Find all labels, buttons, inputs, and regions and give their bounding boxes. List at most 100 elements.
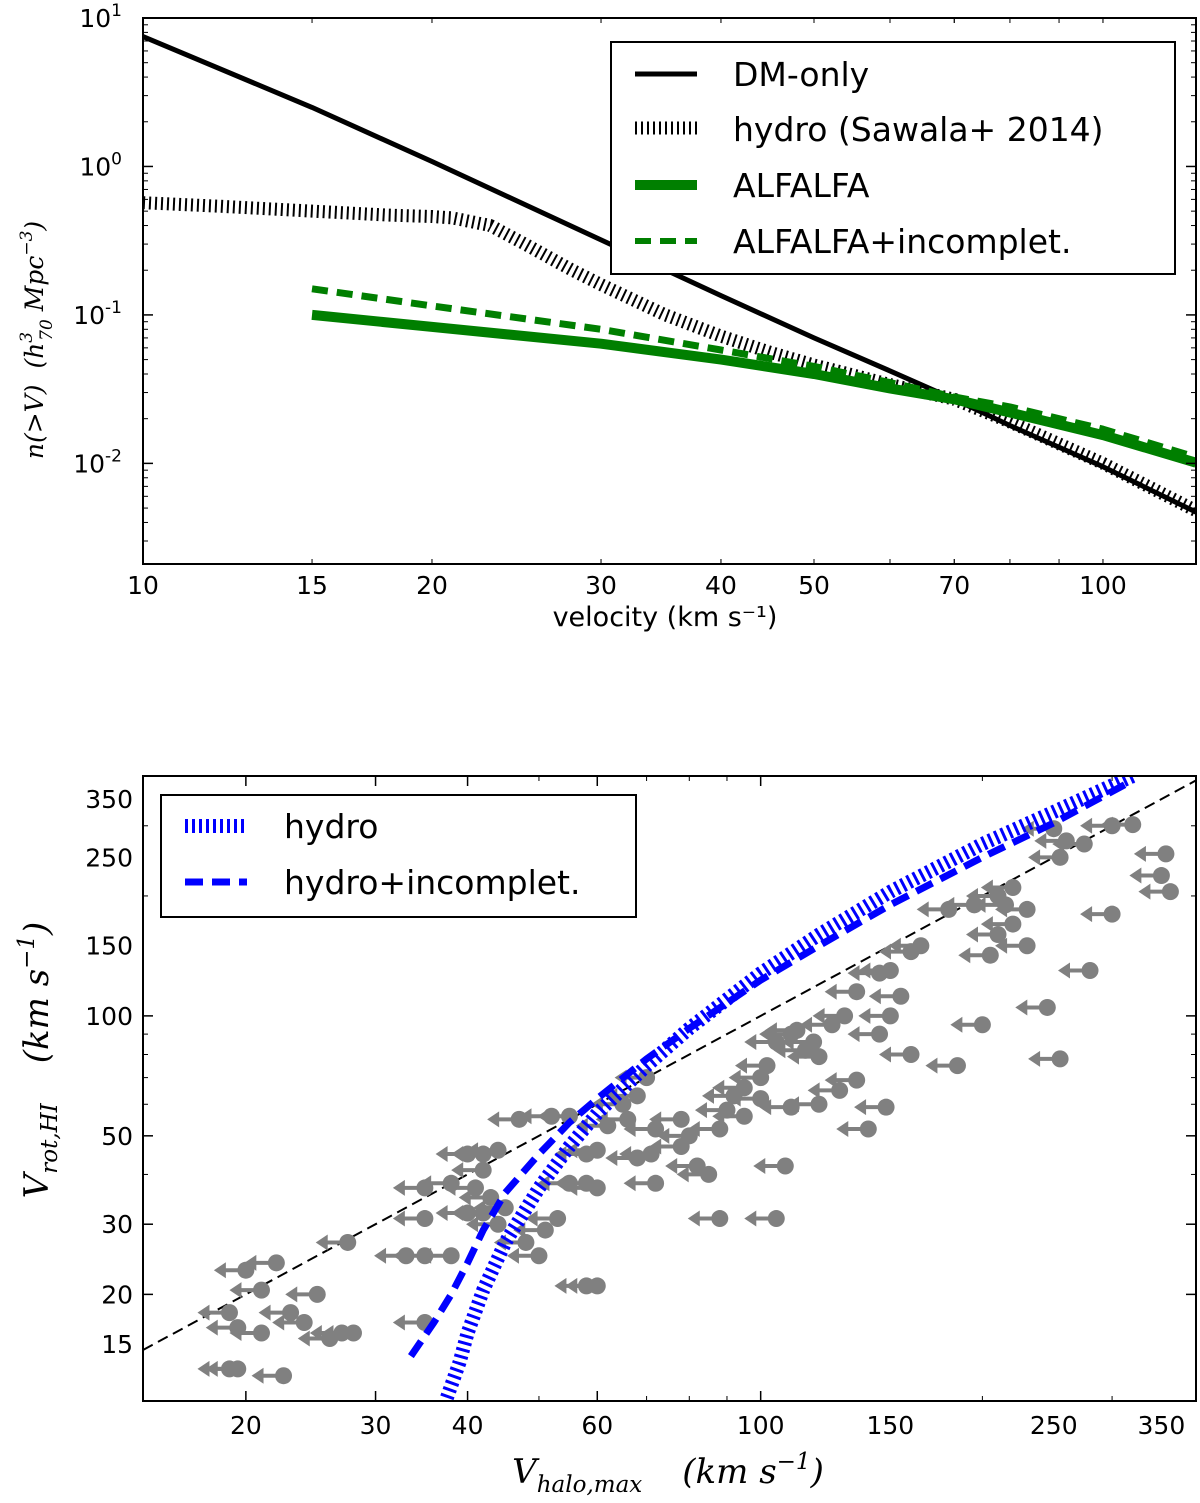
upper-limit-arrow-head <box>554 1175 567 1192</box>
upper-limit-arrow-head <box>435 1146 448 1163</box>
galaxy-point <box>759 1098 800 1116</box>
upper-limit-arrow-head <box>836 1121 849 1138</box>
galaxy-marker <box>1161 883 1179 901</box>
galaxy-point <box>205 1319 247 1337</box>
galaxy-point <box>466 1141 507 1159</box>
upper-limit-arrow-head <box>285 1286 298 1303</box>
galaxy-marker <box>588 1277 606 1295</box>
upper-limit-arrow-head <box>1058 962 1071 979</box>
galaxy-point <box>229 1281 270 1299</box>
galaxy-point <box>487 1110 528 1128</box>
top-x-tick-label-3: 30 <box>585 571 617 600</box>
upper-limit-arrow-head <box>958 947 971 964</box>
galaxy-marker <box>647 1120 665 1138</box>
galaxy-point <box>1058 961 1099 979</box>
galaxy-marker <box>892 987 910 1005</box>
bottom-series-group <box>408 776 1136 1401</box>
upper-limit-arrow-head <box>649 1138 662 1155</box>
galaxy-marker <box>877 1098 895 1116</box>
upper-limit-arrow-head <box>229 1282 242 1299</box>
top-x-tick-label-2: 20 <box>416 571 448 600</box>
galaxy-marker <box>275 1367 293 1385</box>
galaxy-marker <box>482 1189 500 1207</box>
galaxy-point <box>251 1367 293 1385</box>
upper-limit-arrow-head <box>847 965 860 982</box>
galaxy-point <box>687 1120 729 1138</box>
galaxy-marker <box>973 1016 991 1034</box>
galaxy-marker <box>848 1071 866 1089</box>
upper-limit-arrow-head <box>812 1007 825 1024</box>
galaxy-point <box>272 1313 313 1331</box>
galaxy-point <box>879 1045 920 1063</box>
upper-limit-arrow-head <box>665 1157 678 1174</box>
upper-limit-arrow-head <box>537 1175 550 1192</box>
upper-limit-arrow-head <box>712 1079 725 1096</box>
galaxy-marker <box>1075 835 1093 853</box>
top-chart: 10 15 20 30 40 50 70 100 101 100 10-1 10-2 velocit… <box>17 1 1197 633</box>
galaxy-marker <box>1157 845 1175 863</box>
upper-limit-arrow-head <box>392 1314 405 1331</box>
galaxy-marker <box>229 1319 247 1337</box>
galaxy-marker <box>252 1324 270 1342</box>
galaxy-point <box>980 878 1022 896</box>
upper-limit-arrow-head <box>605 1149 618 1166</box>
galaxy-marker <box>672 1110 690 1128</box>
galaxy-marker <box>588 1179 606 1197</box>
bottom-x-axis-label: Vhalo,max (km s−1) <box>512 1449 824 1498</box>
galaxy-point <box>800 1016 841 1034</box>
galaxy-marker <box>1051 848 1069 866</box>
upper-limit-arrow-head <box>847 1026 860 1043</box>
upper-limit-arrow-head <box>807 1082 820 1099</box>
top-series-group <box>143 34 1196 517</box>
upper-limit-arrow-head <box>888 937 901 954</box>
galaxy-marker <box>628 1087 646 1105</box>
galaxy-marker <box>416 1210 434 1228</box>
upper-limit-arrow-head <box>197 1304 210 1321</box>
galaxy-marker <box>782 1098 800 1116</box>
galaxy-point <box>392 1210 434 1228</box>
galaxy-point <box>847 1025 889 1043</box>
upper-limit-arrow-head <box>824 1072 837 1089</box>
upper-limit-arrow-head <box>728 1090 741 1107</box>
upper-limit-arrow-head <box>925 1057 938 1074</box>
upper-limit-arrow-head <box>800 1016 813 1033</box>
bottom-y-tick-label-4: 100 <box>85 1002 133 1031</box>
galaxy-point <box>1028 1050 1069 1068</box>
galaxy-marker <box>517 1233 535 1251</box>
galaxy-point <box>858 1007 899 1025</box>
galaxy-point <box>812 1007 854 1025</box>
galaxy-marker <box>1018 900 1036 918</box>
galaxy-point <box>995 937 1036 955</box>
top-y-tick-label-3: 10-2 <box>73 446 122 478</box>
galaxy-point <box>197 1304 238 1322</box>
galaxy-marker <box>628 1149 646 1167</box>
galaxy-point <box>824 983 866 1001</box>
upper-limit-arrow-head <box>781 1033 794 1050</box>
upper-limit-arrow-head <box>764 1022 777 1039</box>
galaxy-point <box>836 1120 877 1138</box>
upper-limit-arrow-head <box>1100 816 1113 833</box>
galaxy-point <box>297 1329 339 1347</box>
galaxy-marker <box>881 961 899 979</box>
galaxy-marker <box>711 1120 729 1138</box>
galaxy-marker <box>752 1090 770 1108</box>
top-x-tick-labels: 10 15 20 30 40 50 70 100 <box>127 571 1127 600</box>
upper-limit-arrow-head <box>623 1175 636 1192</box>
upper-limit-arrow-head <box>251 1367 264 1384</box>
upper-limit-arrow-head <box>473 1199 486 1216</box>
upper-limit-arrow-head <box>657 1127 670 1144</box>
galaxy-point <box>649 1138 690 1156</box>
galaxy-marker <box>836 1007 854 1025</box>
bottom-y-tick-label-7: 350 <box>85 785 133 814</box>
upper-limit-arrow-head <box>1028 849 1041 866</box>
upper-limit-arrow-head <box>744 1210 757 1227</box>
galaxy-marker <box>672 1138 690 1156</box>
upper-limit-arrow-head <box>879 1046 892 1063</box>
galaxy-point <box>1129 867 1170 885</box>
upper-limit-arrow-head <box>728 1069 741 1086</box>
upper-limit-arrow-head <box>205 1319 218 1336</box>
galaxy-marker <box>1004 878 1022 896</box>
upper-limit-arrow-head <box>565 1277 578 1294</box>
top-series-line-2 <box>311 309 1196 468</box>
